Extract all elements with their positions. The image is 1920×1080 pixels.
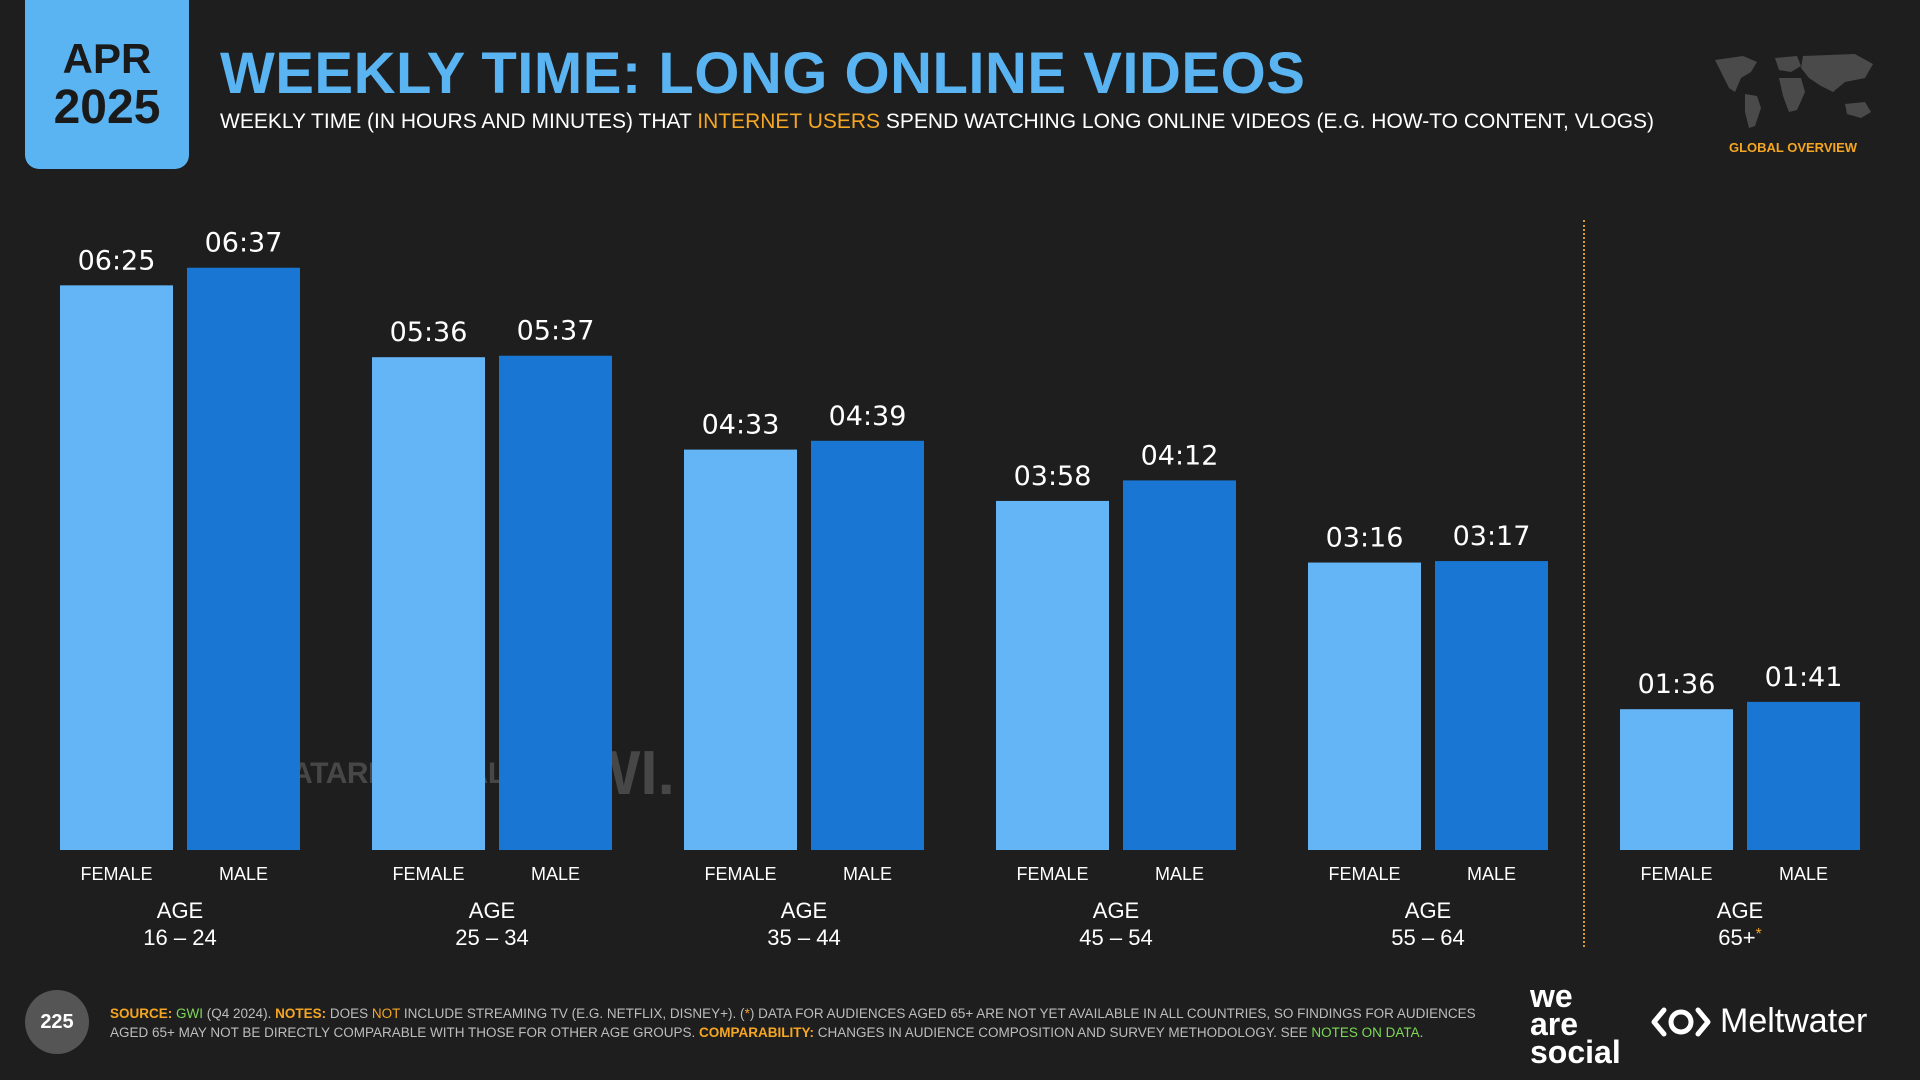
age-range-label: 16 – 24 (143, 925, 216, 950)
notes-label: NOTES: (275, 1006, 327, 1021)
badge-year: 2025 (53, 80, 161, 134)
source-label: SOURCE: (110, 1006, 173, 1021)
footer-notes: SOURCE: GWI (Q4 2024). NOTES: DOES NOT I… (110, 1004, 1490, 1042)
age-range-label: 35 – 44 (767, 925, 840, 950)
bar-female-2 (684, 449, 797, 850)
notes-not: NOT (371, 1006, 401, 1021)
meltwater-logo: Meltwater (1650, 1002, 1867, 1041)
data-label: 06:25 (78, 245, 156, 276)
meltwater-icon (1651, 1007, 1711, 1036)
data-label: 03:16 (1326, 523, 1404, 554)
notes-text-2: INCLUDE STREAMING TV (E.G. NETFLIX, DISN… (400, 1006, 745, 1021)
gender-label: MALE (843, 864, 892, 884)
notes-text-3: ) DATA FOR AUDIENCES AGED 65+ ARE NOT YE… (110, 1006, 1476, 1040)
gender-label: MALE (1779, 864, 1828, 884)
group-divider (1583, 220, 1585, 947)
was-line-2: are (1530, 1006, 1579, 1042)
page-number: 225 (25, 990, 89, 1054)
source-period: (Q4 2024). (203, 1006, 276, 1021)
subtitle-part-1: WEEKLY TIME (IN HOURS AND MINUTES) THAT (220, 110, 698, 133)
bar-female-5 (1620, 709, 1733, 850)
gender-label: MALE (531, 864, 580, 884)
badge-month: APR (62, 34, 152, 82)
world-map-icon (1715, 54, 1873, 128)
bar-male-4 (1435, 561, 1548, 850)
data-label: 04:39 (829, 401, 907, 432)
bar-male-3 (1123, 480, 1236, 850)
date-badge: APR 2025 (25, 0, 189, 169)
was-line-1: we (1530, 978, 1573, 1014)
source-name[interactable]: GWI (176, 1006, 204, 1021)
data-label: 06:37 (205, 228, 283, 259)
age-label: AGE (1093, 898, 1139, 923)
bar-male-1 (499, 355, 612, 850)
bar-female-4 (1308, 562, 1421, 850)
data-label: 03:17 (1453, 521, 1531, 552)
age-label: AGE (157, 898, 203, 923)
age-label: AGE (1717, 898, 1763, 923)
bar-female-1 (372, 357, 485, 850)
subtitle-highlight: INTERNET USERS (697, 110, 881, 133)
age-star-marker: * (1756, 926, 1762, 943)
age-range-label: 55 – 64 (1391, 925, 1464, 950)
data-label: 04:12 (1141, 440, 1219, 471)
notes-on-data-link[interactable]: NOTES ON DATA (1311, 1025, 1420, 1040)
bar-male-2 (811, 440, 924, 850)
age-range-label: 45 – 54 (1079, 925, 1152, 950)
age-label: AGE (1405, 898, 1451, 923)
global-overview-label: GLOBAL OVERVIEW (1728, 140, 1858, 155)
data-label: 01:36 (1638, 669, 1716, 700)
was-line-3: social (1530, 1034, 1621, 1070)
subtitle-part-2: SPEND WATCHING LONG ONLINE VIDEOS (E.G. … (880, 110, 1655, 133)
footer-end: . (1419, 1025, 1424, 1040)
bar-male-0 (187, 267, 300, 850)
data-label: 04:33 (702, 410, 780, 441)
page-title: WEEKLY TIME: LONG ONLINE VIDEOS (220, 41, 1306, 106)
meltwater-name: Meltwater (1720, 1002, 1868, 1040)
gender-label: MALE (1155, 864, 1204, 884)
gender-label: MALE (219, 864, 268, 884)
gender-label: FEMALE (80, 864, 152, 884)
data-label: 01:41 (1765, 662, 1843, 693)
we-are-social-logo: we are social (1530, 978, 1621, 1070)
gender-label: FEMALE (1016, 864, 1088, 884)
gender-label: FEMALE (704, 864, 776, 884)
data-label: 03:58 (1014, 461, 1092, 492)
age-label: AGE (781, 898, 827, 923)
notes-star: * (744, 1006, 750, 1021)
age-range-label: 25 – 34 (455, 925, 528, 950)
age-range-label: 65+* (1718, 925, 1762, 950)
data-label: 05:36 (390, 317, 468, 348)
age-label: AGE (469, 898, 515, 923)
gender-label: FEMALE (1640, 864, 1712, 884)
comparability-text: CHANGES IN AUDIENCE COMPOSITION AND SURV… (814, 1025, 1312, 1040)
page-subtitle: WEEKLY TIME (IN HOURS AND MINUTES) THAT … (220, 110, 1654, 134)
bar-male-5 (1747, 701, 1860, 850)
gender-label: FEMALE (392, 864, 464, 884)
notes-text-1: DOES (326, 1006, 372, 1021)
bar-female-0 (60, 285, 173, 850)
gender-label: FEMALE (1328, 864, 1400, 884)
comparability-label: COMPARABILITY: (699, 1025, 814, 1040)
bar-female-3 (996, 500, 1109, 850)
data-label: 05:37 (517, 316, 595, 347)
gender-label: MALE (1467, 864, 1516, 884)
